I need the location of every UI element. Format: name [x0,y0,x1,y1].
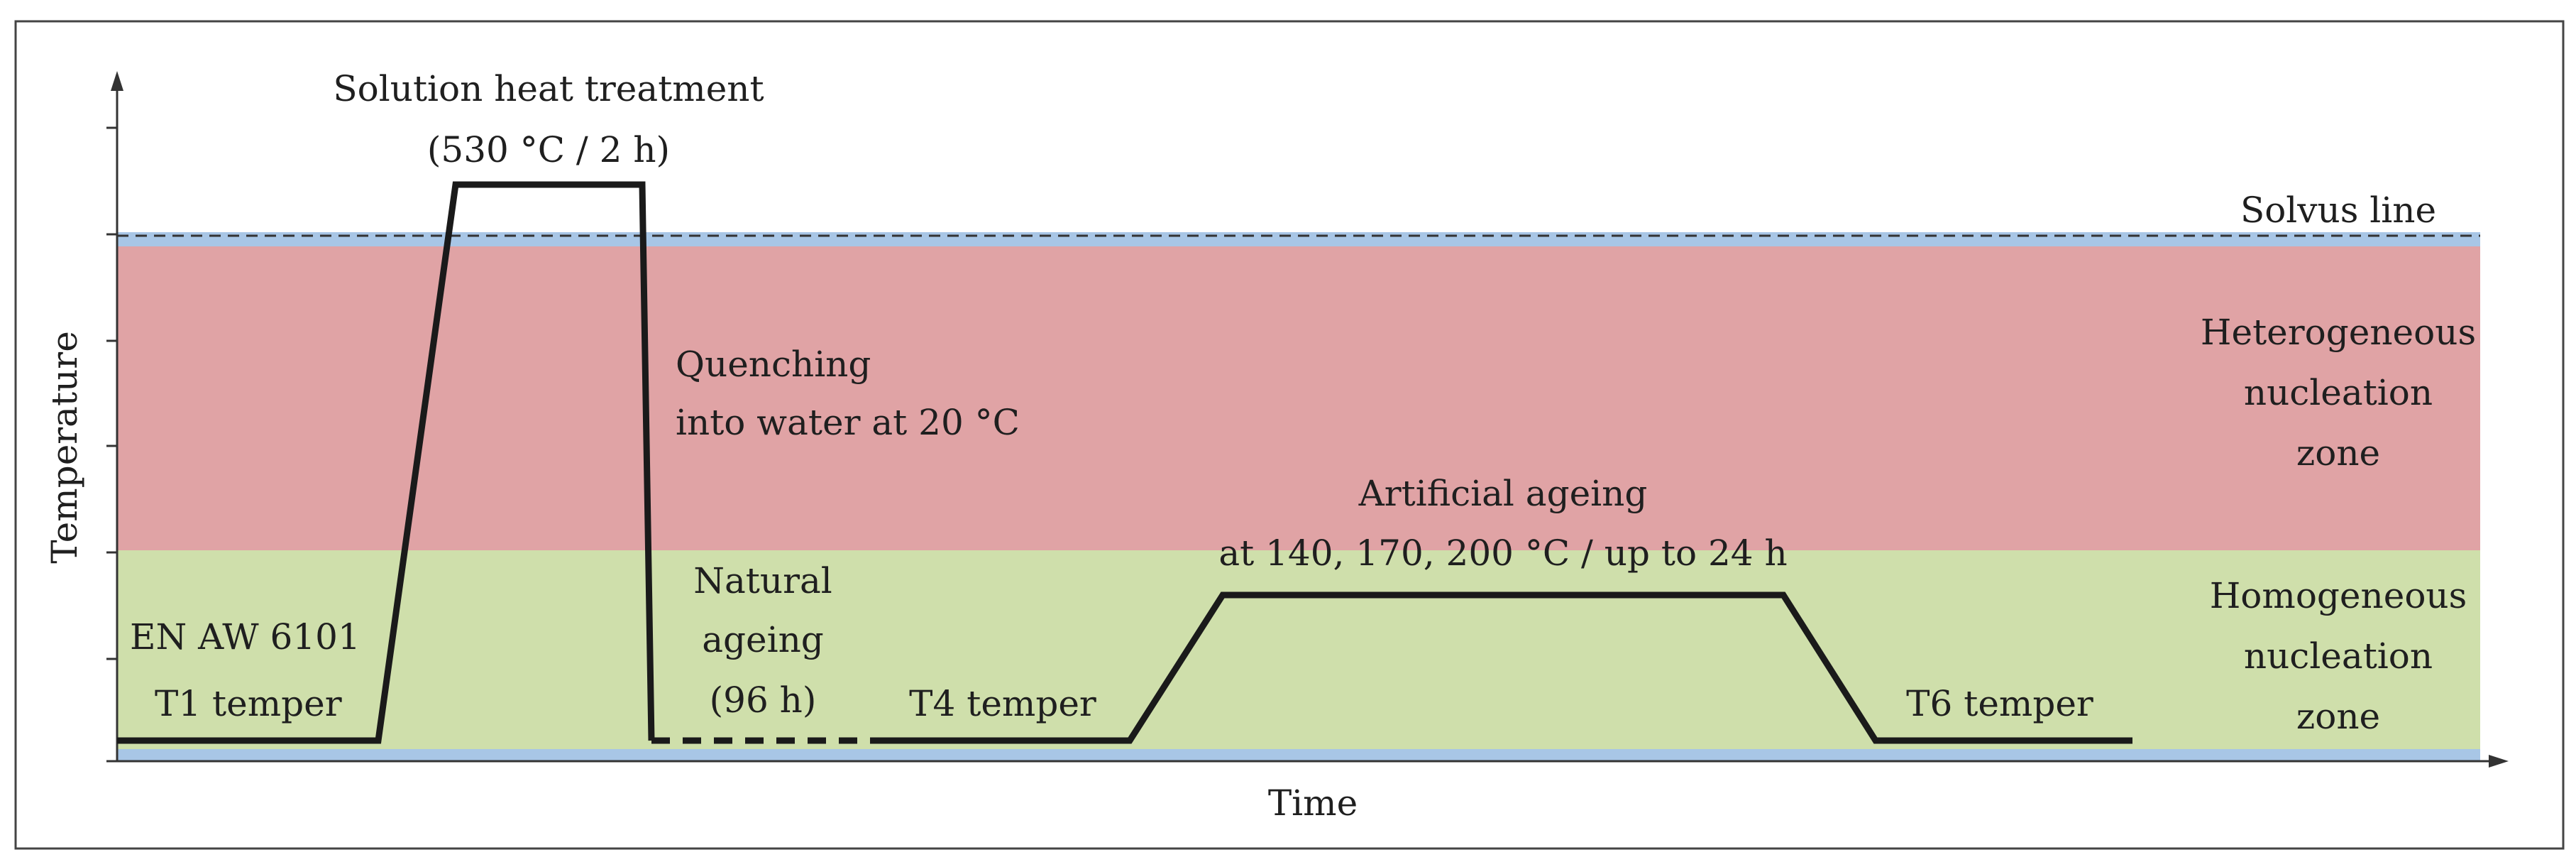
x-axis-arrowhead [2489,755,2509,768]
heterogeneous-zone-label: Heterogeneous [2201,312,2476,353]
natural-ageing-duration: (96 h) [710,680,817,721]
quenching-condition: into water at 20 °C [676,402,1020,443]
solvus-band-bottom [117,749,2480,761]
x-axis [106,755,2509,768]
t6-temper-label: T6 temper [1906,683,2093,724]
solvus-line-label: Solvus line [2240,190,2436,231]
homogeneous-zone-label-2: nucleation [2244,635,2433,677]
t4-temper-label: T4 temper [909,683,1096,724]
y-axis-label: Temperature [44,331,85,564]
solvus-band-top [117,232,2480,246]
figure-frame [14,20,2565,850]
y-axis [106,71,123,761]
artificial-ageing-condition: at 140, 170, 200 °C / up to 24 h [1218,533,1787,574]
t1-temper-label: T1 temper [155,683,342,724]
process-profile-line [117,181,655,744]
initial-alloy-label: EN AW 6101 [130,616,360,658]
x-axis-label: Time [1268,782,1358,824]
heterogeneous-zone-label-2: nucleation [2244,372,2433,413]
quenching-label: Quenching [676,344,871,385]
solution-heat-treatment-condition: (530 °C / 2 h) [427,129,670,170]
artificial-ageing-profile-line [876,591,2132,744]
natural-ageing-label-2: ageing [702,619,824,660]
heterogeneous-nucleation-zone [117,246,2480,550]
homogeneous-zone-label: Homogeneous [2210,575,2467,616]
artificial-ageing-label: Artificial ageing [1358,473,1648,514]
y-axis-arrowhead [111,71,123,91]
solution-heat-treatment-label: Solution heat treatment [333,68,764,109]
heterogeneous-zone-label-3: zone [2296,432,2380,474]
homogeneous-zone-label-3: zone [2296,696,2380,737]
natural-ageing-label: Natural [693,560,832,601]
homogeneous-nucleation-zone [117,550,2480,749]
